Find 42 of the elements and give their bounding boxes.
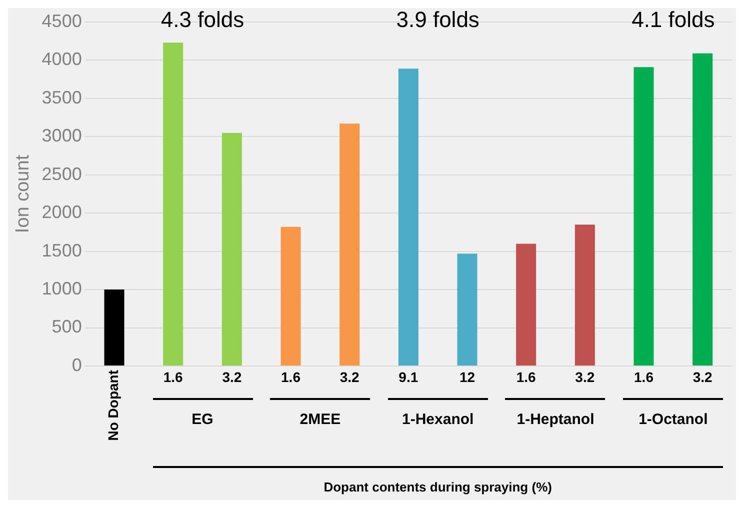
bar — [280, 226, 301, 366]
text: 1-Octanol — [638, 411, 708, 428]
text: 1-Hexanol — [402, 411, 474, 428]
x-tick-label: 1.6 — [516, 368, 536, 385]
text: 1-Heptanol — [516, 411, 594, 428]
x-tick-label: No Dopant — [105, 370, 122, 441]
x-tick-label: 9.1 — [398, 368, 418, 385]
x-tick-label: 1.6 — [163, 368, 184, 385]
bar — [692, 53, 713, 366]
bar — [104, 290, 124, 366]
y-tick-label: 3500 — [42, 87, 82, 108]
text: EG — [192, 411, 214, 428]
bar — [398, 68, 418, 366]
y-tick-label: 2500 — [42, 164, 82, 184]
bar — [340, 124, 360, 366]
annotation: 3.9 folds — [396, 7, 480, 32]
x-tick-label: 1.6 — [634, 368, 654, 385]
x-tick-label: 1.6 — [281, 368, 301, 385]
y-tick-label: 500 — [52, 316, 82, 337]
y-tick-label: 4000 — [42, 49, 82, 70]
bar — [457, 254, 478, 366]
y-tick-label: 1000 — [42, 278, 82, 299]
x-tick-label: 3.2 — [340, 368, 360, 385]
y-axis-title: Ion count — [12, 154, 34, 234]
y-tick-label: 3000 — [42, 126, 82, 146]
y-tick-label: 2000 — [42, 202, 82, 222]
bar — [574, 224, 595, 366]
y-tick-label: 0 — [72, 354, 82, 375]
annotation: 4.3 folds — [160, 7, 244, 32]
annotation: 4.1 folds — [632, 7, 715, 32]
text: Dopant contents during spraying (%) — [324, 480, 552, 495]
y-tick-label: 4500 — [42, 10, 82, 31]
x-tick-label: 3.2 — [575, 368, 595, 385]
text: 2MEE — [300, 411, 341, 428]
x-tick-label: 3.2 — [692, 368, 713, 385]
bar — [163, 42, 184, 366]
bar — [222, 132, 242, 366]
bar — [516, 244, 536, 366]
y-tick-label: 1500 — [42, 240, 82, 260]
bar — [634, 67, 654, 366]
x-tick-label: 3.2 — [222, 368, 242, 385]
x-tick-label: 12 — [459, 368, 476, 385]
